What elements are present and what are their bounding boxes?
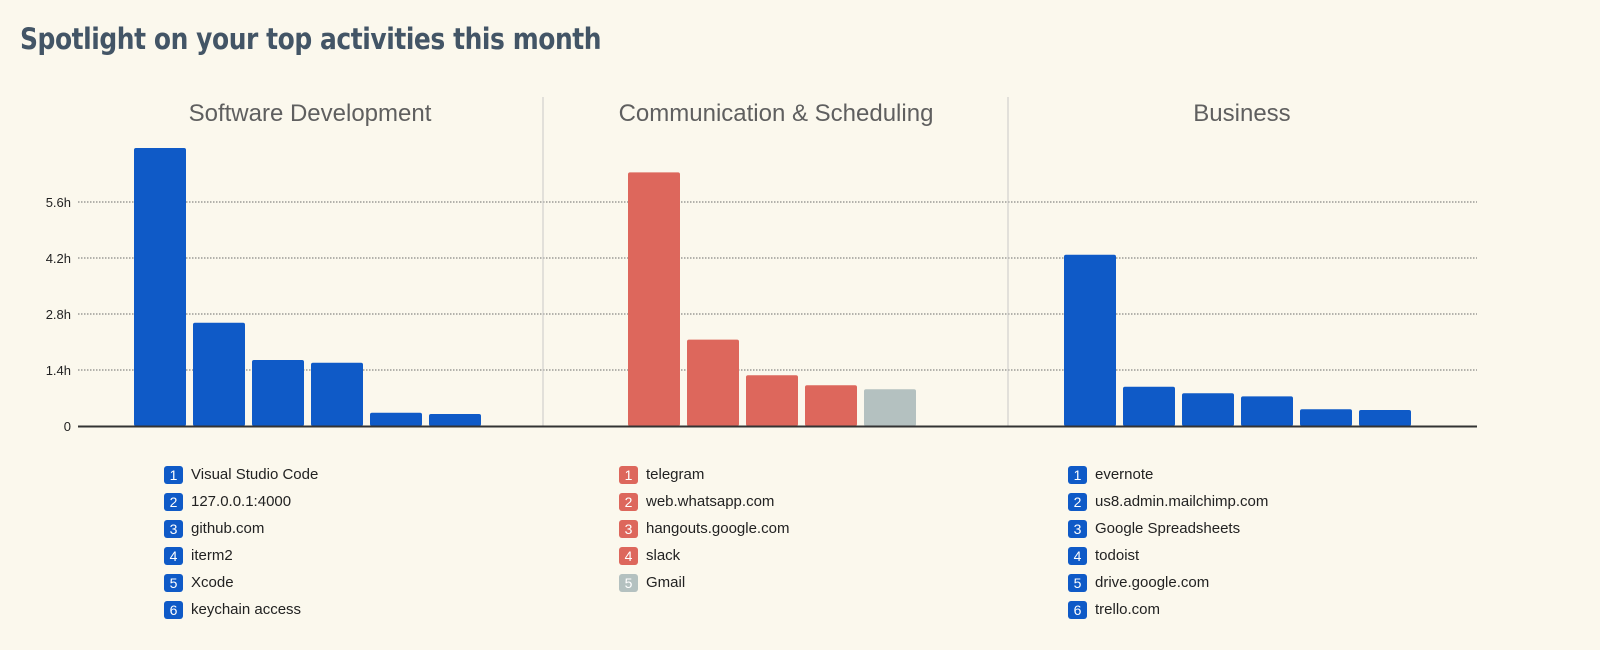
y-tick-label-4-2h: 4.2h — [46, 251, 71, 266]
rank-badge: 4 — [619, 546, 638, 565]
bar-drive-google-com — [1300, 409, 1352, 426]
bar-telegram — [628, 172, 680, 426]
legend-label: iterm2 — [191, 547, 233, 564]
legend-item-google-spreadsheets: 3 Google Spreadsheets — [1068, 515, 1268, 542]
legend-item-iterm2: 4 iterm2 — [164, 542, 318, 569]
bar-keychain-access — [429, 414, 481, 426]
bar-github-com — [252, 360, 304, 426]
bar-gmail — [864, 389, 916, 426]
bar-hangouts-google-com — [746, 375, 798, 426]
legend-item-us8-admin-mailchimp-com: 2 us8.admin.mailchimp.com — [1068, 488, 1268, 515]
legend-software-development: 1 Visual Studio Code 2 127.0.0.1:4000 3 githu… — [164, 461, 318, 623]
rank-badge: 1 — [1068, 465, 1087, 484]
panel-title-business: Business — [1193, 100, 1290, 127]
legend-label: Gmail — [646, 574, 686, 591]
legend-item-web-whatsapp-com: 2 web.whatsapp.com — [619, 488, 789, 515]
rank-badge: 5 — [164, 573, 183, 592]
rank-badge: 1 — [164, 465, 183, 484]
rank-badge: 5 — [1068, 573, 1087, 592]
bar-us8-admin-mailchimp-com — [1123, 386, 1175, 426]
bar-xcode — [370, 412, 422, 426]
legend-business: 1 evernote 2 us8.admin.mailchimp.com 3 Google… — [1068, 461, 1268, 623]
bar-iterm2 — [311, 362, 363, 426]
bar-web-whatsapp-com — [687, 339, 739, 426]
rank-badge: 4 — [164, 546, 183, 565]
legend-label: drive.google.com — [1095, 574, 1210, 591]
rank-badge: 4 — [1068, 546, 1087, 565]
legend-item-telegram: 1 telegram — [619, 461, 789, 488]
legend-item-github-com: 3 github.com — [164, 515, 318, 542]
rank-badge: 2 — [164, 492, 183, 511]
legend-label: keychain access — [191, 601, 302, 618]
legend-label: Visual Studio Code — [191, 466, 319, 483]
rank-badge: 2 — [619, 492, 638, 511]
bar-evernote — [1064, 254, 1116, 426]
legend-label: evernote — [1095, 466, 1154, 483]
bar-trello-com — [1359, 410, 1411, 426]
rank-badge: 3 — [1068, 519, 1087, 538]
legend-label: Google Spreadsheets — [1095, 520, 1241, 537]
y-tick-label-0: 0 — [64, 419, 71, 434]
rank-badge: 6 — [1068, 600, 1087, 619]
legend-item-trello-com: 6 trello.com — [1068, 596, 1268, 623]
rank-badge: 5 — [619, 573, 638, 592]
rank-badge: 1 — [619, 465, 638, 484]
rank-badge: 2 — [1068, 492, 1087, 511]
legend-item-visual-studio-code: 1 Visual Studio Code — [164, 461, 318, 488]
legend-item-hangouts-google-com: 3 hangouts.google.com — [619, 515, 789, 542]
y-tick-label-5-6h: 5.6h — [46, 195, 71, 210]
legend-label: github.com — [191, 520, 265, 537]
legend-item-todoist: 4 todoist — [1068, 542, 1268, 569]
page-title: Spotlight on your top activities this mo… — [20, 22, 602, 56]
legend-label: slack — [646, 547, 681, 564]
legend-item-keychain-access: 6 keychain access — [164, 596, 318, 623]
panel-title-software-development: Software Development — [189, 100, 432, 127]
legend-item-slack: 4 slack — [619, 542, 789, 569]
legend-label: hangouts.google.com — [646, 520, 790, 537]
bar-slack — [805, 385, 857, 426]
legend-label: trello.com — [1095, 601, 1161, 618]
bar-127-0-0-1-4000 — [193, 322, 245, 426]
legend-label: todoist — [1095, 547, 1140, 564]
rank-badge: 3 — [619, 519, 638, 538]
legend-communication-scheduling: 1 telegram 2 web.whatsapp.com 3 hangouts.goog… — [619, 461, 789, 596]
legend-label: telegram — [646, 466, 705, 483]
legend-item-evernote: 1 evernote — [1068, 461, 1268, 488]
legend-item-drive-google-com: 5 drive.google.com — [1068, 569, 1268, 596]
y-tick-label-1-4h: 1.4h — [46, 363, 71, 378]
legend-label: web.whatsapp.com — [646, 493, 775, 510]
rank-badge: 6 — [164, 600, 183, 619]
y-tick-label-2-8h: 2.8h — [46, 307, 71, 322]
rank-badge: 3 — [164, 519, 183, 538]
bar-visual-studio-code — [134, 148, 186, 426]
panel-title-communication-scheduling: Communication & Scheduling — [619, 100, 934, 127]
legend-item-gmail: 5 Gmail — [619, 569, 789, 596]
legend-label: Xcode — [191, 574, 234, 591]
legend-label: us8.admin.mailchimp.com — [1095, 493, 1269, 510]
legend-item-xcode: 5 Xcode — [164, 569, 318, 596]
legend-item-127-0-0-1-4000: 2 127.0.0.1:4000 — [164, 488, 318, 515]
bar-google-spreadsheets — [1182, 393, 1234, 426]
legend-label: 127.0.0.1:4000 — [191, 493, 292, 510]
bar-todoist — [1241, 396, 1293, 426]
